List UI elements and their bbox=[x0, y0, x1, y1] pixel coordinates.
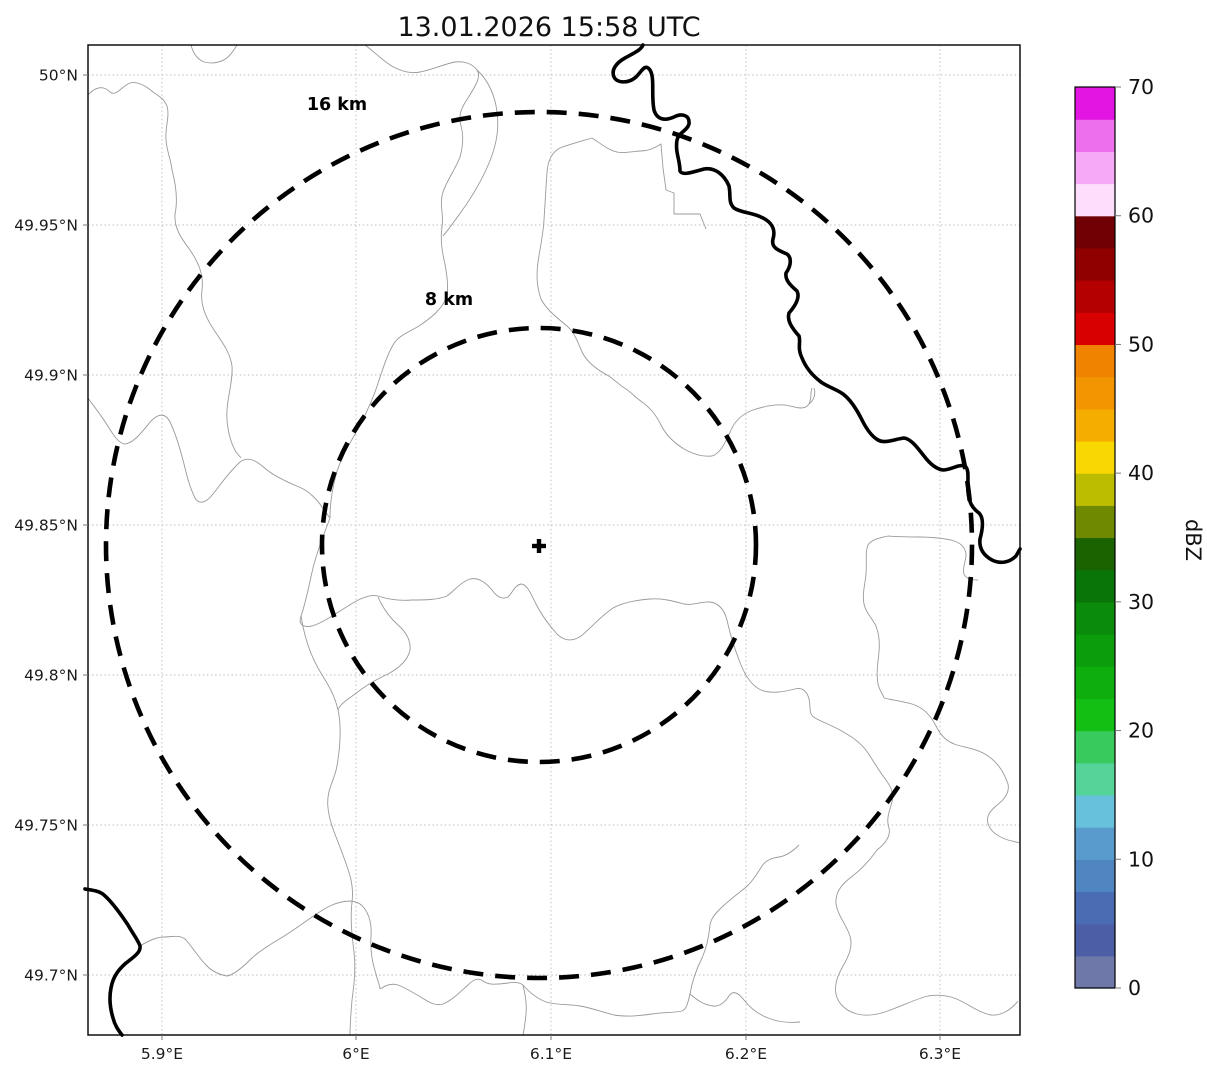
colorbar-cell bbox=[1075, 119, 1115, 152]
border-rivers bbox=[83, 43, 1022, 1037]
colorbar-cell bbox=[1075, 794, 1115, 828]
lat-tick-label: 49.7°N bbox=[24, 967, 78, 985]
border-river-southwest bbox=[83, 887, 142, 1037]
axis-labels: 5.9°E 6°E 6.1°E 6.2°E 6.3°E 50°N 49.95°N 49.9°N… bbox=[14, 67, 961, 1064]
lat-tick-label: 49.95°N bbox=[14, 217, 78, 235]
lon-tick-label: 5.9°E bbox=[141, 1045, 183, 1063]
colorbar-cell bbox=[1075, 473, 1115, 506]
colorbar-tick-label: 40 bbox=[1128, 461, 1154, 485]
grid-lines bbox=[88, 45, 1020, 1035]
colorbar-cell bbox=[1075, 87, 1115, 120]
colorbar-cell bbox=[1075, 151, 1115, 185]
boundary-top-dip bbox=[190, 44, 238, 64]
lon-tick-label: 6.1°E bbox=[530, 1045, 572, 1063]
boundary-northeast-commune bbox=[536, 137, 816, 457]
range-ring-8km bbox=[319, 325, 759, 765]
figure-title: 13.01.2026 15:58 UTC bbox=[397, 12, 700, 43]
radar-site-marker bbox=[532, 539, 546, 553]
boundary-top-strand bbox=[442, 69, 499, 237]
colorbar-cell bbox=[1075, 698, 1115, 732]
colorbar-tick-label: 20 bbox=[1128, 719, 1154, 743]
map-frame bbox=[87, 44, 1021, 1036]
boundary-center-loop bbox=[337, 596, 411, 711]
colorbar-cell bbox=[1075, 376, 1115, 410]
boundary-left-vertical bbox=[300, 615, 356, 1036]
colorbar-cell bbox=[1075, 183, 1115, 217]
boundary-topleft bbox=[87, 82, 242, 459]
boundary-right-mid bbox=[862, 535, 1021, 844]
colorbar-cell bbox=[1075, 215, 1115, 249]
lat-tick-label: 49.9°N bbox=[24, 367, 78, 385]
range-rings: 16 km 8 km bbox=[103, 95, 975, 981]
colorbar-cell bbox=[1075, 569, 1115, 603]
colorbar-cell bbox=[1075, 827, 1115, 860]
lat-tick-label: 49.8°N bbox=[24, 667, 78, 685]
boundary-southwest-branch bbox=[139, 900, 381, 990]
colorbar-tick-label: 0 bbox=[1128, 976, 1141, 1000]
range-ring-16km bbox=[103, 109, 975, 981]
colorbar-tick-label: 60 bbox=[1128, 204, 1154, 228]
range-ring-label: 16 km bbox=[307, 95, 367, 115]
colorbar-cell bbox=[1075, 730, 1115, 764]
colorbar-cell bbox=[1075, 408, 1115, 442]
boundary-bottom-right bbox=[835, 849, 1019, 1016]
colorbar-cell bbox=[1075, 634, 1115, 667]
lon-tick-label: 6°E bbox=[342, 1045, 369, 1063]
boundary-left-wiggle bbox=[87, 397, 331, 519]
colorbar-cell bbox=[1075, 859, 1115, 893]
boundary-top-curve bbox=[329, 44, 479, 519]
colorbar-tick-label: 30 bbox=[1128, 590, 1154, 614]
border-river-east bbox=[611, 43, 1022, 565]
colorbar-title: dBZ bbox=[1181, 519, 1205, 561]
colorbar-cell bbox=[1075, 762, 1115, 796]
colorbar-cell bbox=[1075, 891, 1115, 925]
lat-tick-label: 49.75°N bbox=[14, 817, 78, 835]
colorbar-cell bbox=[1075, 601, 1115, 635]
lat-tick-label: 49.85°N bbox=[14, 517, 78, 535]
lon-tick-label: 6.2°E bbox=[725, 1045, 767, 1063]
boundary-mid-horizontal bbox=[299, 517, 894, 851]
range-ring-label: 8 km bbox=[425, 290, 473, 310]
boundary-bottom-network bbox=[379, 844, 801, 1036]
lon-tick-label: 6.3°E bbox=[919, 1045, 961, 1063]
colorbar-cell bbox=[1075, 344, 1115, 378]
admin-boundaries bbox=[87, 44, 1021, 1036]
colorbar-cell bbox=[1075, 955, 1115, 989]
colorbar-tick-label: 10 bbox=[1128, 847, 1154, 871]
colorbar-cell bbox=[1075, 923, 1115, 957]
colorbar-cell bbox=[1075, 537, 1115, 571]
colorbar-cell bbox=[1075, 280, 1115, 313]
colorbar-tick-label: 50 bbox=[1128, 332, 1154, 356]
colorbar-cell bbox=[1075, 666, 1115, 699]
colorbar-cell bbox=[1075, 440, 1115, 474]
colorbar: 0 10 20 30 40 50 60 70 bbox=[1074, 75, 1154, 1000]
colorbar-cell bbox=[1075, 312, 1115, 346]
colorbar-cell bbox=[1075, 247, 1115, 281]
colorbar-cell bbox=[1075, 505, 1115, 539]
colorbar-frame bbox=[1074, 86, 1116, 989]
colorbar-tick-label: 70 bbox=[1128, 75, 1154, 99]
lat-tick-label: 50°N bbox=[39, 67, 78, 85]
